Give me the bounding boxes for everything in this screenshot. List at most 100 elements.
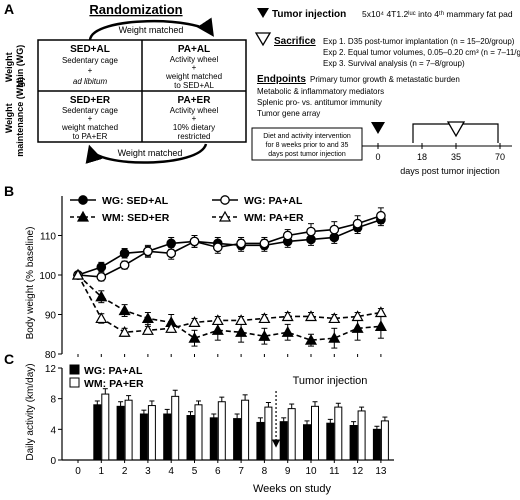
row-label-wm: Weight maintenance (WM): [4, 77, 25, 157]
cell-sed-er-line: weight matched: [61, 123, 118, 132]
cell-sed-er: SED+ER Sedentary cage + weight matched t…: [61, 95, 119, 141]
panel-b-y-tick-label: 80: [45, 350, 57, 361]
bar: [279, 421, 288, 461]
data-point-marker: [374, 306, 387, 318]
panel-c-x-tick-label: 3: [145, 466, 151, 477]
bar: [311, 405, 319, 461]
data-point-marker: [351, 322, 364, 333]
tumor-injection-label: Tumor injection: [272, 9, 346, 20]
data-point-marker: [141, 312, 154, 324]
sacrifice-label: Sacrifice: [274, 36, 316, 47]
cell-sed-al-line: Sedentary cage: [62, 56, 119, 65]
endpoints-label: Endpoints: [257, 74, 306, 85]
intervention-line: days post tumor injection: [268, 151, 346, 158]
bottom-weight-matched-label: Weight matched: [118, 148, 183, 158]
panel-c-xlabel: Weeks on study: [253, 483, 332, 495]
cell-pa-al-line: +: [192, 63, 197, 72]
panel-c-x-tick-label: 1: [99, 466, 105, 477]
bar: [171, 395, 180, 461]
bar: [233, 418, 242, 461]
cell-pa-al-line: weight matched: [165, 72, 222, 81]
bar: [256, 421, 265, 461]
data-point-marker: [304, 333, 318, 345]
timeline-tick-label: 70: [495, 152, 505, 162]
panel-b-y-tick-label: 100: [39, 271, 56, 282]
bar: [357, 410, 366, 461]
cell-pa-al-line: Activity wheel: [170, 55, 219, 64]
cell-pa-er: PA+ER Activity wheel + 10% dietary restr…: [170, 95, 219, 141]
panel-a: A Randomization Weight matched Weight ga…: [4, 1, 520, 176]
data-point-marker: [281, 310, 294, 322]
panel-c-x-tick-label: 7: [238, 466, 244, 477]
tumor-injection-annotation: Tumor injection: [293, 375, 368, 387]
panel-c-x-tick-label: 11: [329, 466, 340, 477]
cell-pa-al-title: PA+AL: [178, 44, 210, 55]
data-point-marker: [258, 329, 271, 341]
panel-c-x-tick-label: 4: [168, 466, 174, 477]
cell-pa-er-line: restricted: [178, 132, 211, 141]
series-wm-pa-er: [71, 268, 387, 337]
cell-pa-er-line: 10% dietary: [173, 123, 215, 132]
data-point-marker: [76, 210, 90, 222]
panel-c-x-tick-label: 12: [352, 466, 364, 477]
panel-c-x-tick-label: 13: [375, 466, 387, 477]
timeline-axis-label: days post tumor injection: [400, 166, 500, 176]
bar: [241, 399, 250, 461]
cell-sed-al-line: ad libitum: [73, 77, 108, 86]
data-point-marker: [119, 248, 130, 259]
top-weight-matched-arrow: [88, 17, 214, 41]
timeline-tick-label: 0: [375, 152, 380, 162]
bar: [303, 424, 311, 461]
timeline-sacrifice-marker-icon: [446, 121, 466, 138]
data-point-marker: [165, 322, 178, 333]
cell-sed-al-title: SED+AL: [70, 44, 110, 55]
legend-swatch: [69, 364, 80, 375]
legend-label: WM: PA+ER: [244, 212, 304, 224]
series-wm-sed-er: [71, 268, 387, 349]
panel-c-x-tick-label: 10: [305, 466, 317, 477]
panel-b-label: B: [4, 183, 14, 199]
panel-c-label: C: [4, 351, 14, 367]
data-point-marker: [376, 210, 386, 221]
bar: [93, 404, 102, 461]
data-point-marker: [235, 314, 248, 326]
cell-sed-er-line: Sedentary cage: [62, 106, 119, 115]
data-point-marker: [374, 320, 387, 331]
data-point-marker: [95, 290, 108, 302]
row-label-wg-line1: Weight: [4, 52, 14, 82]
data-point-marker: [118, 326, 131, 337]
legend-item: WM: PA+ER: [212, 210, 304, 224]
data-point-marker: [143, 246, 153, 257]
bar: [124, 399, 133, 461]
data-point-marker: [166, 238, 177, 249]
intervention-line: for 8 weeks prior to and 35: [266, 142, 349, 149]
bar: [264, 406, 273, 461]
panel-c-x-tick-label: 5: [192, 466, 198, 477]
sacrifice-item: Exp 3. Survival analysis (n = 7–8/group): [323, 59, 465, 68]
bar: [349, 425, 358, 461]
bottom-weight-matched-arrow: [85, 143, 208, 164]
endpoints-item: Splenic pro- vs. antitumor immunity: [257, 98, 382, 107]
legend-label: WM: PA+ER: [84, 378, 144, 390]
cell-sed-er-title: SED+ER: [70, 95, 111, 106]
bar: [287, 408, 296, 461]
cell-sed-al-line: +: [88, 66, 93, 75]
bar: [194, 404, 203, 461]
cell-pa-er-line: +: [192, 114, 197, 123]
row-label-wg: Weight gain (WG): [4, 45, 25, 88]
row-label-wm-line2: maintenance (WM): [15, 77, 25, 157]
data-point-marker: [78, 195, 88, 205]
data-point-marker: [166, 248, 177, 259]
data-point-marker: [306, 226, 316, 237]
data-point-marker: [282, 230, 293, 241]
intervention-box: [251, 127, 363, 161]
data-point-marker: [236, 238, 246, 249]
endpoints-item: Metabolic & inflammatory mediators: [257, 87, 384, 96]
panel-c-ylabel: Daily activity (km/day): [25, 363, 36, 460]
data-point-marker: [328, 312, 341, 324]
bar: [326, 422, 335, 461]
bar: [116, 405, 125, 461]
panel-a-label: A: [4, 1, 14, 17]
